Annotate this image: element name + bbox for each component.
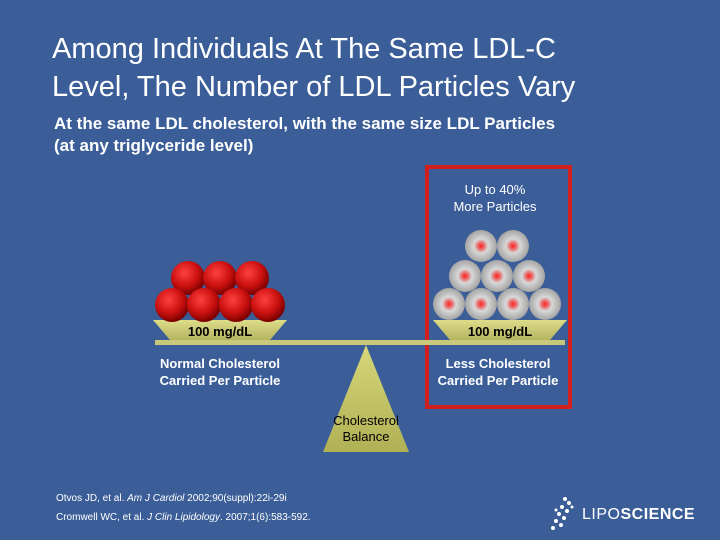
right-desc-line-1: Less Cholesterol xyxy=(445,356,551,371)
title-line-1: Among Individuals At The Same LDL-C xyxy=(52,33,557,65)
right-desc-line-2: Carried Per Particle xyxy=(437,373,559,388)
slide-title: Among Individuals At The Same LDL-C Leve… xyxy=(52,30,692,106)
reference-2: Cromwell WC, et al. J Clin Lipidology. 2… xyxy=(56,508,416,527)
references: Otvos JD, et al. Am J Cardiol 2002;90(su… xyxy=(56,489,416,527)
subtitle-line-1: At the same LDL cholesterol, with the sa… xyxy=(54,114,556,133)
particle xyxy=(529,288,561,320)
particle xyxy=(465,288,497,320)
highlight-box xyxy=(425,165,572,409)
reference-1: Otvos JD, et al. Am J Cardiol 2002;90(su… xyxy=(56,489,416,508)
left-description: Normal Cholesterol Carried Per Particle xyxy=(140,355,300,389)
particle xyxy=(251,288,285,322)
brand-part-2: SCIENCE xyxy=(620,506,696,523)
fulcrum-label: Cholesterol Balance xyxy=(316,413,416,445)
ref1-journal: Am J Cardiol xyxy=(127,493,185,504)
particle xyxy=(433,288,465,320)
particle xyxy=(465,230,497,262)
particle xyxy=(155,288,189,322)
ref1-authors: Otvos JD, et al. xyxy=(56,493,128,504)
dna-helix-icon xyxy=(551,497,574,530)
callout-line-2: More Particles xyxy=(453,199,537,214)
title-line-2: Level, The Number of LDL Particles Vary xyxy=(52,71,576,103)
particle xyxy=(513,260,545,292)
right-particles xyxy=(433,230,561,320)
particle xyxy=(171,261,205,295)
ref1-citation: 2002;90(suppl):22i-29i xyxy=(184,493,287,504)
ref2-citation: . 2007;1(6):583-592. xyxy=(219,512,311,523)
brand-logo: LIPOSCIENCE xyxy=(582,506,695,524)
slide-subtitle: At the same LDL cholesterol, with the sa… xyxy=(54,113,694,157)
left-pan xyxy=(153,320,287,340)
particle xyxy=(187,288,221,322)
right-description: Less Cholesterol Carried Per Particle xyxy=(418,355,578,389)
right-pan xyxy=(433,320,567,340)
fulcrum-triangle xyxy=(323,345,409,452)
left-pan-label: 100 mg/dL xyxy=(187,324,253,339)
ref2-authors: Cromwell WC, et al. xyxy=(56,512,148,523)
left-particles xyxy=(155,261,285,322)
particle xyxy=(219,288,253,322)
ref2-journal: J Clin Lipidology xyxy=(147,512,220,523)
left-desc-line-1: Normal Cholesterol xyxy=(160,356,280,371)
particle xyxy=(497,288,529,320)
fulcrum-line-2: Balance xyxy=(342,429,390,444)
callout-line-1: Up to 40% xyxy=(464,182,526,197)
particle xyxy=(497,230,529,262)
particle xyxy=(481,260,513,292)
brand-part-1: LIPO xyxy=(582,506,621,523)
right-pan-label: 100 mg/dL xyxy=(467,324,533,339)
subtitle-line-2: (at any triglyceride level) xyxy=(54,136,254,155)
left-desc-line-2: Carried Per Particle xyxy=(159,373,281,388)
particle xyxy=(203,261,237,295)
particle xyxy=(235,261,269,295)
fulcrum-line-1: Cholesterol xyxy=(333,413,399,428)
particle xyxy=(449,260,481,292)
more-particles-callout: Up to 40% More Particles xyxy=(430,181,560,215)
balance-beam xyxy=(155,340,565,345)
